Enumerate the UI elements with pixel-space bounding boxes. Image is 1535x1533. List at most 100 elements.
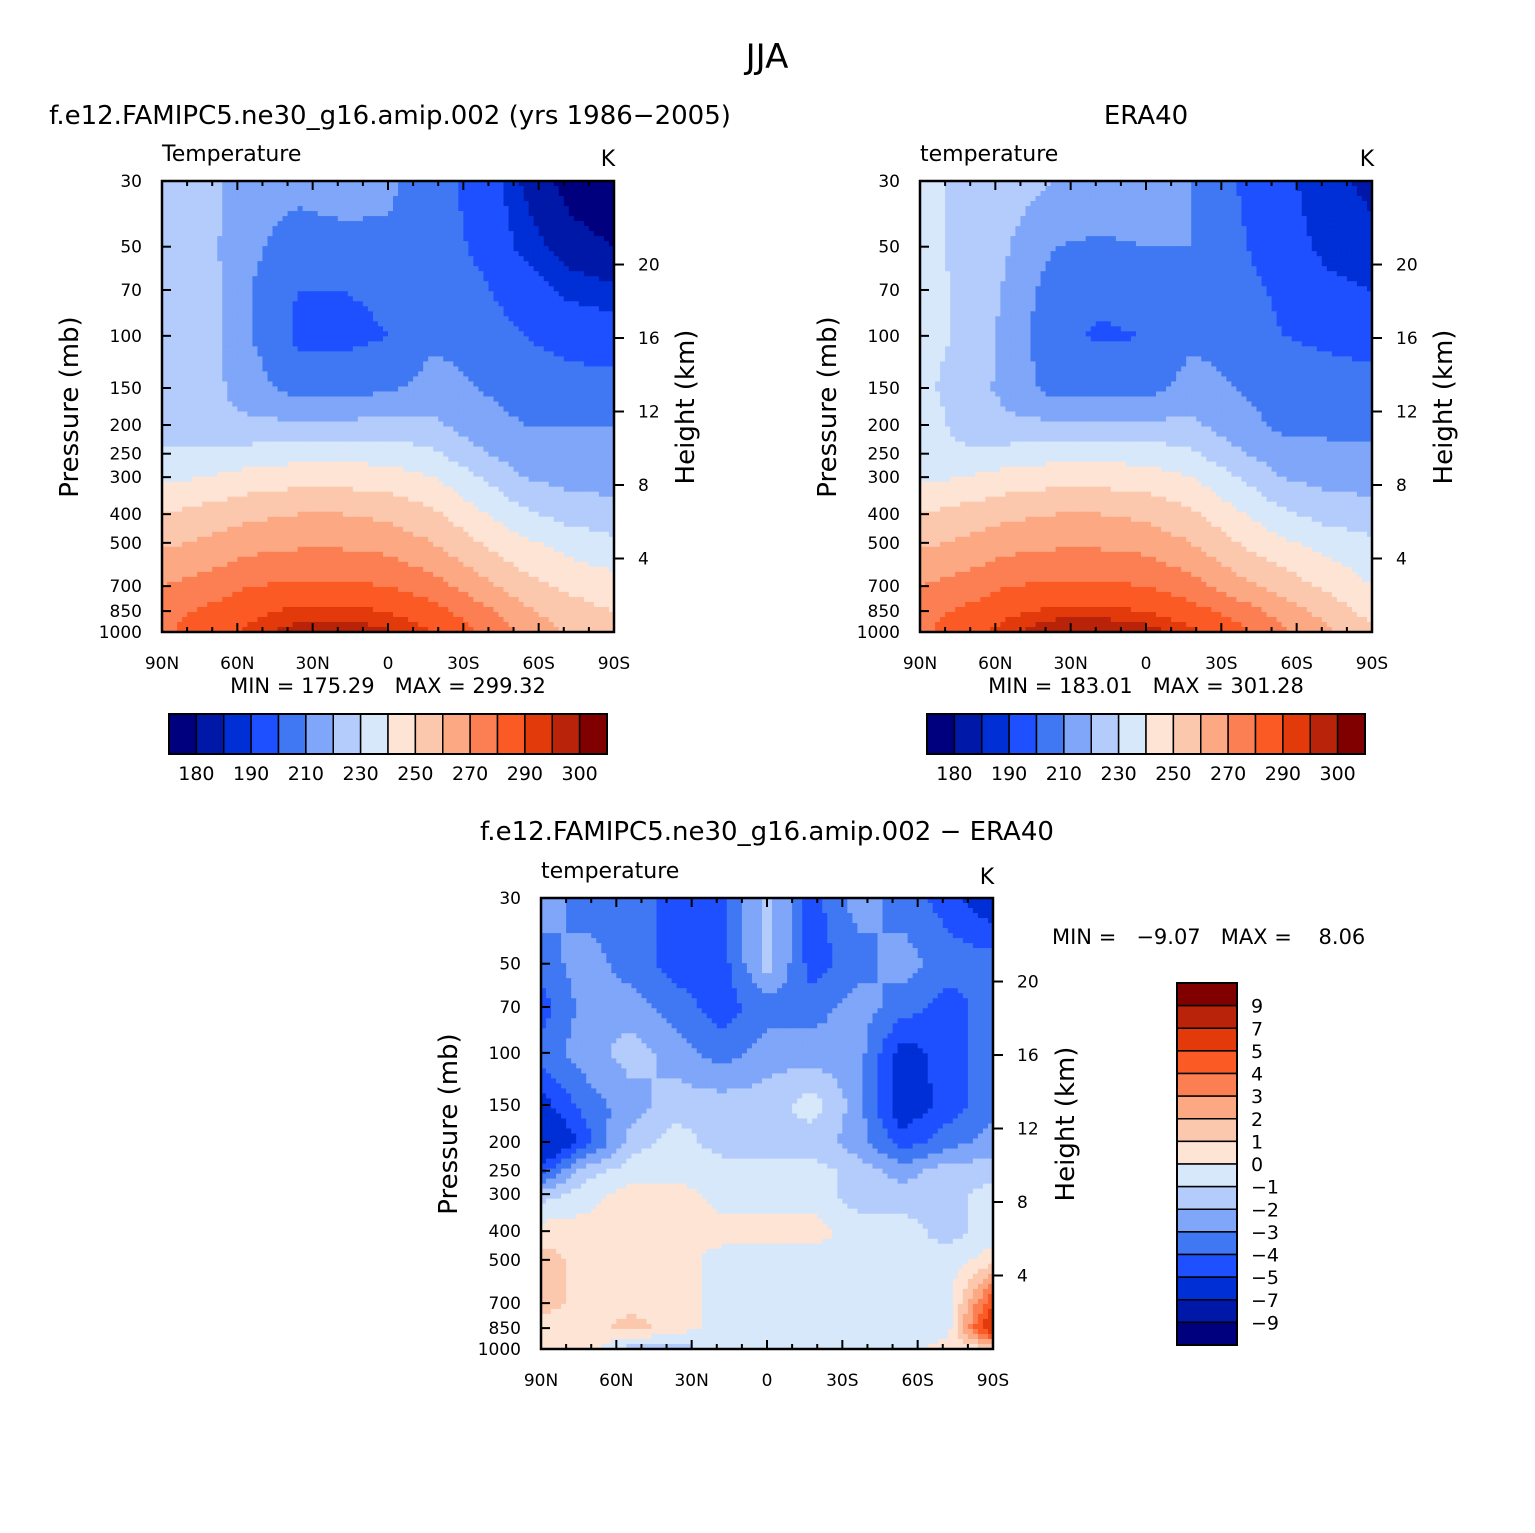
field-cell xyxy=(242,236,248,242)
field-cell xyxy=(217,226,223,232)
field-cell xyxy=(579,241,585,247)
field-cell xyxy=(232,452,238,458)
field-cell xyxy=(373,266,379,272)
field-cell xyxy=(328,432,334,438)
field-cell xyxy=(539,306,545,312)
field-cell xyxy=(303,417,309,423)
field-cell xyxy=(408,412,414,418)
field-cell xyxy=(288,321,294,327)
field-cell xyxy=(498,221,504,227)
field-cell xyxy=(363,251,369,257)
field-cell xyxy=(413,191,419,197)
field-cell xyxy=(388,346,394,352)
field-cell xyxy=(328,321,334,327)
field-cell xyxy=(247,331,253,337)
field-cell xyxy=(283,216,289,222)
field-cell xyxy=(599,201,605,207)
field-cell xyxy=(514,346,520,352)
field-cell xyxy=(343,432,349,438)
field-cell xyxy=(293,371,299,377)
field-cell xyxy=(468,417,474,423)
field-cell xyxy=(509,442,515,448)
field-cell xyxy=(313,296,319,302)
field-cell xyxy=(348,457,354,463)
field-cell xyxy=(604,211,610,217)
field-cell xyxy=(383,376,389,382)
field-cell xyxy=(333,427,339,433)
field-cell xyxy=(413,396,419,402)
field-cell xyxy=(483,306,489,312)
field-cell xyxy=(403,241,409,247)
field-cell xyxy=(278,241,284,247)
field-cell xyxy=(308,271,314,277)
field-cell xyxy=(267,371,273,377)
field-cell xyxy=(378,206,384,212)
field-cell xyxy=(313,271,319,277)
field-cell xyxy=(237,376,243,382)
field-cell xyxy=(559,266,565,272)
field-cell xyxy=(509,291,515,297)
field-cell xyxy=(207,276,213,282)
field-cell xyxy=(453,251,459,257)
field-cell xyxy=(509,351,515,357)
field-cell xyxy=(473,206,479,212)
field-cell xyxy=(493,447,499,453)
field-cell xyxy=(318,457,324,463)
field-cell xyxy=(308,417,314,423)
field-cell xyxy=(493,346,499,352)
field-cell xyxy=(594,206,600,212)
field-cell xyxy=(353,216,359,222)
field-cell xyxy=(599,251,605,257)
field-cell xyxy=(504,422,510,428)
field-cell xyxy=(338,361,344,367)
field-cell xyxy=(448,412,454,418)
field-cell xyxy=(242,391,248,397)
field-cell xyxy=(423,442,429,448)
field-cell xyxy=(443,381,449,387)
field-cell xyxy=(172,311,178,317)
field-cell xyxy=(398,341,404,347)
field-cell xyxy=(192,442,198,448)
field-cell xyxy=(524,336,530,342)
field-cell xyxy=(428,366,434,372)
field-cell xyxy=(278,286,284,292)
field-cell xyxy=(177,457,183,463)
field-cell xyxy=(453,201,459,207)
field-cell xyxy=(278,361,284,367)
field-cell xyxy=(408,186,414,192)
field-cell xyxy=(242,231,248,237)
field-cell xyxy=(278,422,284,428)
field-cell xyxy=(504,211,510,217)
field-cell xyxy=(252,196,258,202)
field-cell xyxy=(589,376,595,382)
field-cell xyxy=(388,231,394,237)
field-cell xyxy=(247,236,253,242)
field-cell xyxy=(398,301,404,307)
field-cell xyxy=(227,291,233,297)
field-cell xyxy=(549,306,555,312)
field-cell xyxy=(534,196,540,202)
field-cell xyxy=(544,396,550,402)
field-cell xyxy=(594,437,600,443)
field-cell xyxy=(463,251,469,257)
field-cell xyxy=(529,376,535,382)
field-cell xyxy=(579,432,585,438)
field-cell xyxy=(257,321,263,327)
field-cell xyxy=(167,281,173,287)
field-cell xyxy=(514,447,520,453)
field-cell xyxy=(423,276,429,282)
field-cell xyxy=(333,331,339,337)
field-cell xyxy=(252,351,258,357)
field-cell xyxy=(524,321,530,327)
field-cell xyxy=(338,261,344,267)
field-cell xyxy=(478,321,484,327)
field-cell xyxy=(564,417,570,423)
field-cell xyxy=(227,296,233,302)
field-cell xyxy=(604,271,610,277)
field-cell xyxy=(252,311,258,317)
field-cell xyxy=(438,266,444,272)
field-cell xyxy=(328,216,334,222)
field-cell xyxy=(433,286,439,292)
field-cell xyxy=(298,236,304,242)
field-cell xyxy=(303,412,309,418)
